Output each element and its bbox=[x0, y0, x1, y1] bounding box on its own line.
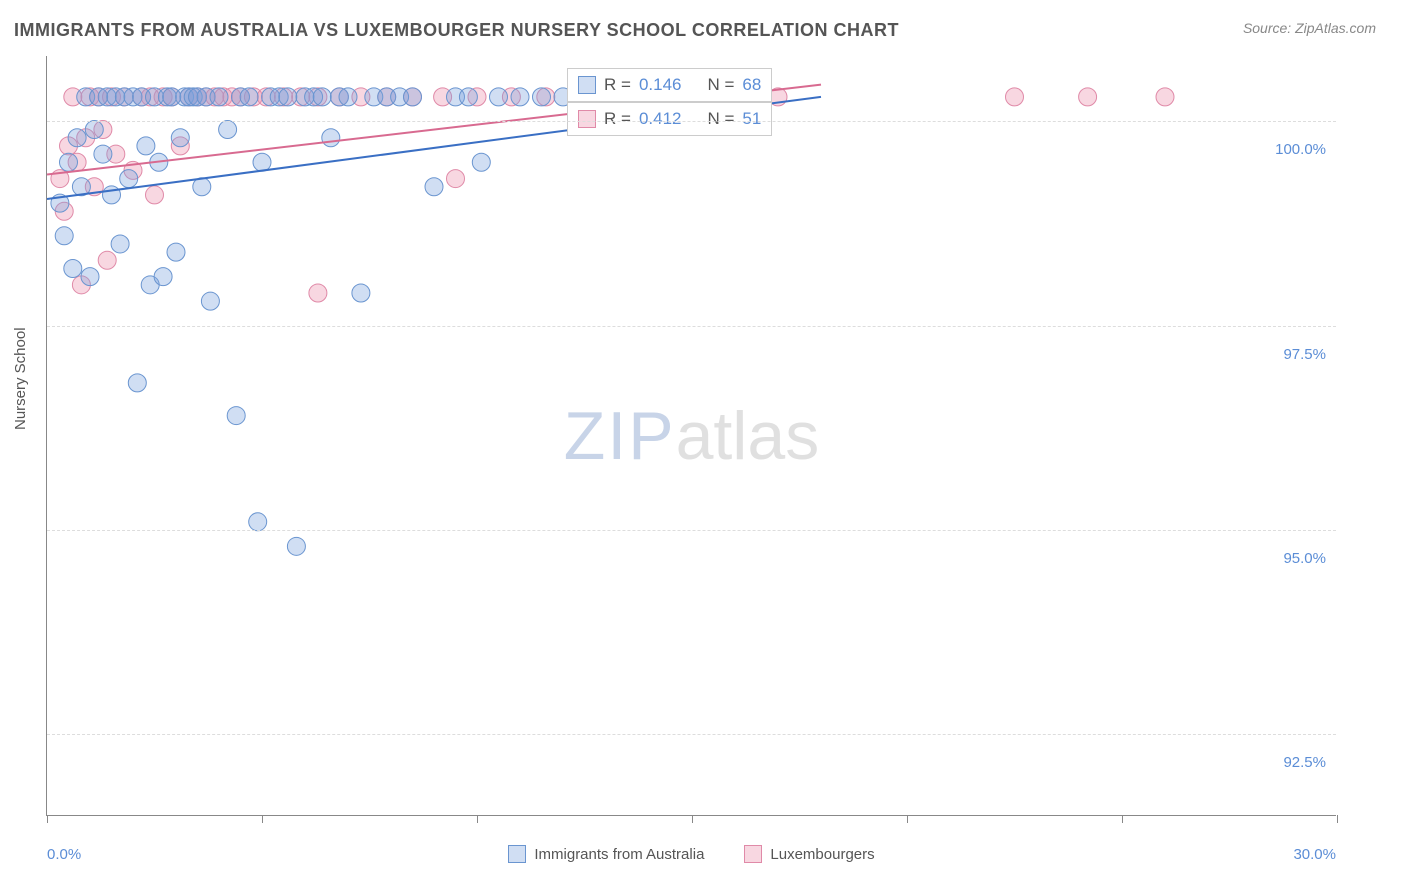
data-point bbox=[219, 121, 237, 139]
data-point bbox=[279, 88, 297, 106]
x-tick bbox=[692, 815, 693, 823]
data-point bbox=[339, 88, 357, 106]
n-value-1: 68 bbox=[742, 75, 761, 95]
y-axis-label: Nursery School bbox=[12, 327, 29, 430]
data-point bbox=[404, 88, 422, 106]
data-point bbox=[94, 145, 112, 163]
data-point bbox=[253, 153, 271, 171]
x-tick bbox=[907, 815, 908, 823]
legend-item-2: Luxembourgers bbox=[744, 845, 874, 863]
chart-plot-area: ZIPatlas R = 0.146 N = 68 R = 0.412 N = … bbox=[46, 56, 1336, 816]
gridline-h bbox=[47, 326, 1336, 327]
data-point bbox=[137, 137, 155, 155]
chart-title: IMMIGRANTS FROM AUSTRALIA VS LUXEMBOURGE… bbox=[14, 20, 899, 41]
stats-box-series1: R = 0.146 N = 68 bbox=[567, 68, 772, 102]
data-point bbox=[81, 268, 99, 286]
data-point bbox=[287, 537, 305, 555]
gridline-h bbox=[47, 734, 1336, 735]
data-point bbox=[210, 88, 228, 106]
data-point bbox=[98, 251, 116, 269]
data-point bbox=[352, 284, 370, 302]
data-point bbox=[240, 88, 258, 106]
data-point bbox=[64, 259, 82, 277]
data-point bbox=[68, 129, 86, 147]
y-tick-label: 100.0% bbox=[1275, 141, 1326, 158]
data-point bbox=[55, 227, 73, 245]
data-point bbox=[60, 153, 78, 171]
legend-swatch-1 bbox=[508, 845, 526, 863]
chart-header: IMMIGRANTS FROM AUSTRALIA VS LUXEMBOURGE… bbox=[0, 0, 1406, 51]
chart-source: Source: ZipAtlas.com bbox=[1243, 20, 1376, 36]
n-label-2: N = bbox=[707, 109, 734, 129]
data-point bbox=[447, 170, 465, 188]
data-point bbox=[425, 178, 443, 196]
r-value-2: 0.412 bbox=[639, 109, 682, 129]
scatter-svg bbox=[47, 56, 1336, 815]
data-point bbox=[322, 129, 340, 147]
y-tick-label: 97.5% bbox=[1283, 346, 1326, 363]
r-label-1: R = bbox=[604, 75, 631, 95]
legend-item-1: Immigrants from Australia bbox=[508, 845, 704, 863]
data-point bbox=[1079, 88, 1097, 106]
data-point bbox=[146, 186, 164, 204]
legend-swatch-2 bbox=[744, 845, 762, 863]
stats-swatch-2 bbox=[578, 110, 596, 128]
data-point bbox=[167, 243, 185, 261]
stats-swatch-1 bbox=[578, 76, 596, 94]
data-point bbox=[490, 88, 508, 106]
data-point bbox=[533, 88, 551, 106]
stats-box-series2: R = 0.412 N = 51 bbox=[567, 102, 772, 136]
x-tick bbox=[1337, 815, 1338, 823]
legend-bottom: Immigrants from Australia Luxembourgers bbox=[47, 845, 1336, 863]
data-point bbox=[227, 407, 245, 425]
y-tick-label: 92.5% bbox=[1283, 754, 1326, 771]
x-tick bbox=[47, 815, 48, 823]
data-point bbox=[249, 513, 267, 531]
r-value-1: 0.146 bbox=[639, 75, 682, 95]
legend-label-2: Luxembourgers bbox=[770, 846, 874, 863]
data-point bbox=[309, 284, 327, 302]
gridline-h bbox=[47, 530, 1336, 531]
data-point bbox=[511, 88, 529, 106]
data-point bbox=[111, 235, 129, 253]
data-point bbox=[1156, 88, 1174, 106]
x-tick bbox=[477, 815, 478, 823]
data-point bbox=[459, 88, 477, 106]
data-point bbox=[313, 88, 331, 106]
legend-label-1: Immigrants from Australia bbox=[534, 846, 704, 863]
data-point bbox=[85, 121, 103, 139]
x-tick-label-max: 30.0% bbox=[1293, 846, 1336, 863]
data-point bbox=[1006, 88, 1024, 106]
data-point bbox=[193, 178, 211, 196]
data-point bbox=[120, 170, 138, 188]
data-point bbox=[128, 374, 146, 392]
n-value-2: 51 bbox=[742, 109, 761, 129]
x-tick bbox=[1122, 815, 1123, 823]
data-point bbox=[201, 292, 219, 310]
data-point bbox=[472, 153, 490, 171]
x-tick bbox=[262, 815, 263, 823]
data-point bbox=[103, 186, 121, 204]
y-tick-label: 95.0% bbox=[1283, 550, 1326, 567]
x-tick-label-min: 0.0% bbox=[47, 846, 81, 863]
gridline-h bbox=[47, 121, 1336, 122]
r-label-2: R = bbox=[604, 109, 631, 129]
data-point bbox=[171, 129, 189, 147]
data-point bbox=[154, 268, 172, 286]
n-label-1: N = bbox=[707, 75, 734, 95]
